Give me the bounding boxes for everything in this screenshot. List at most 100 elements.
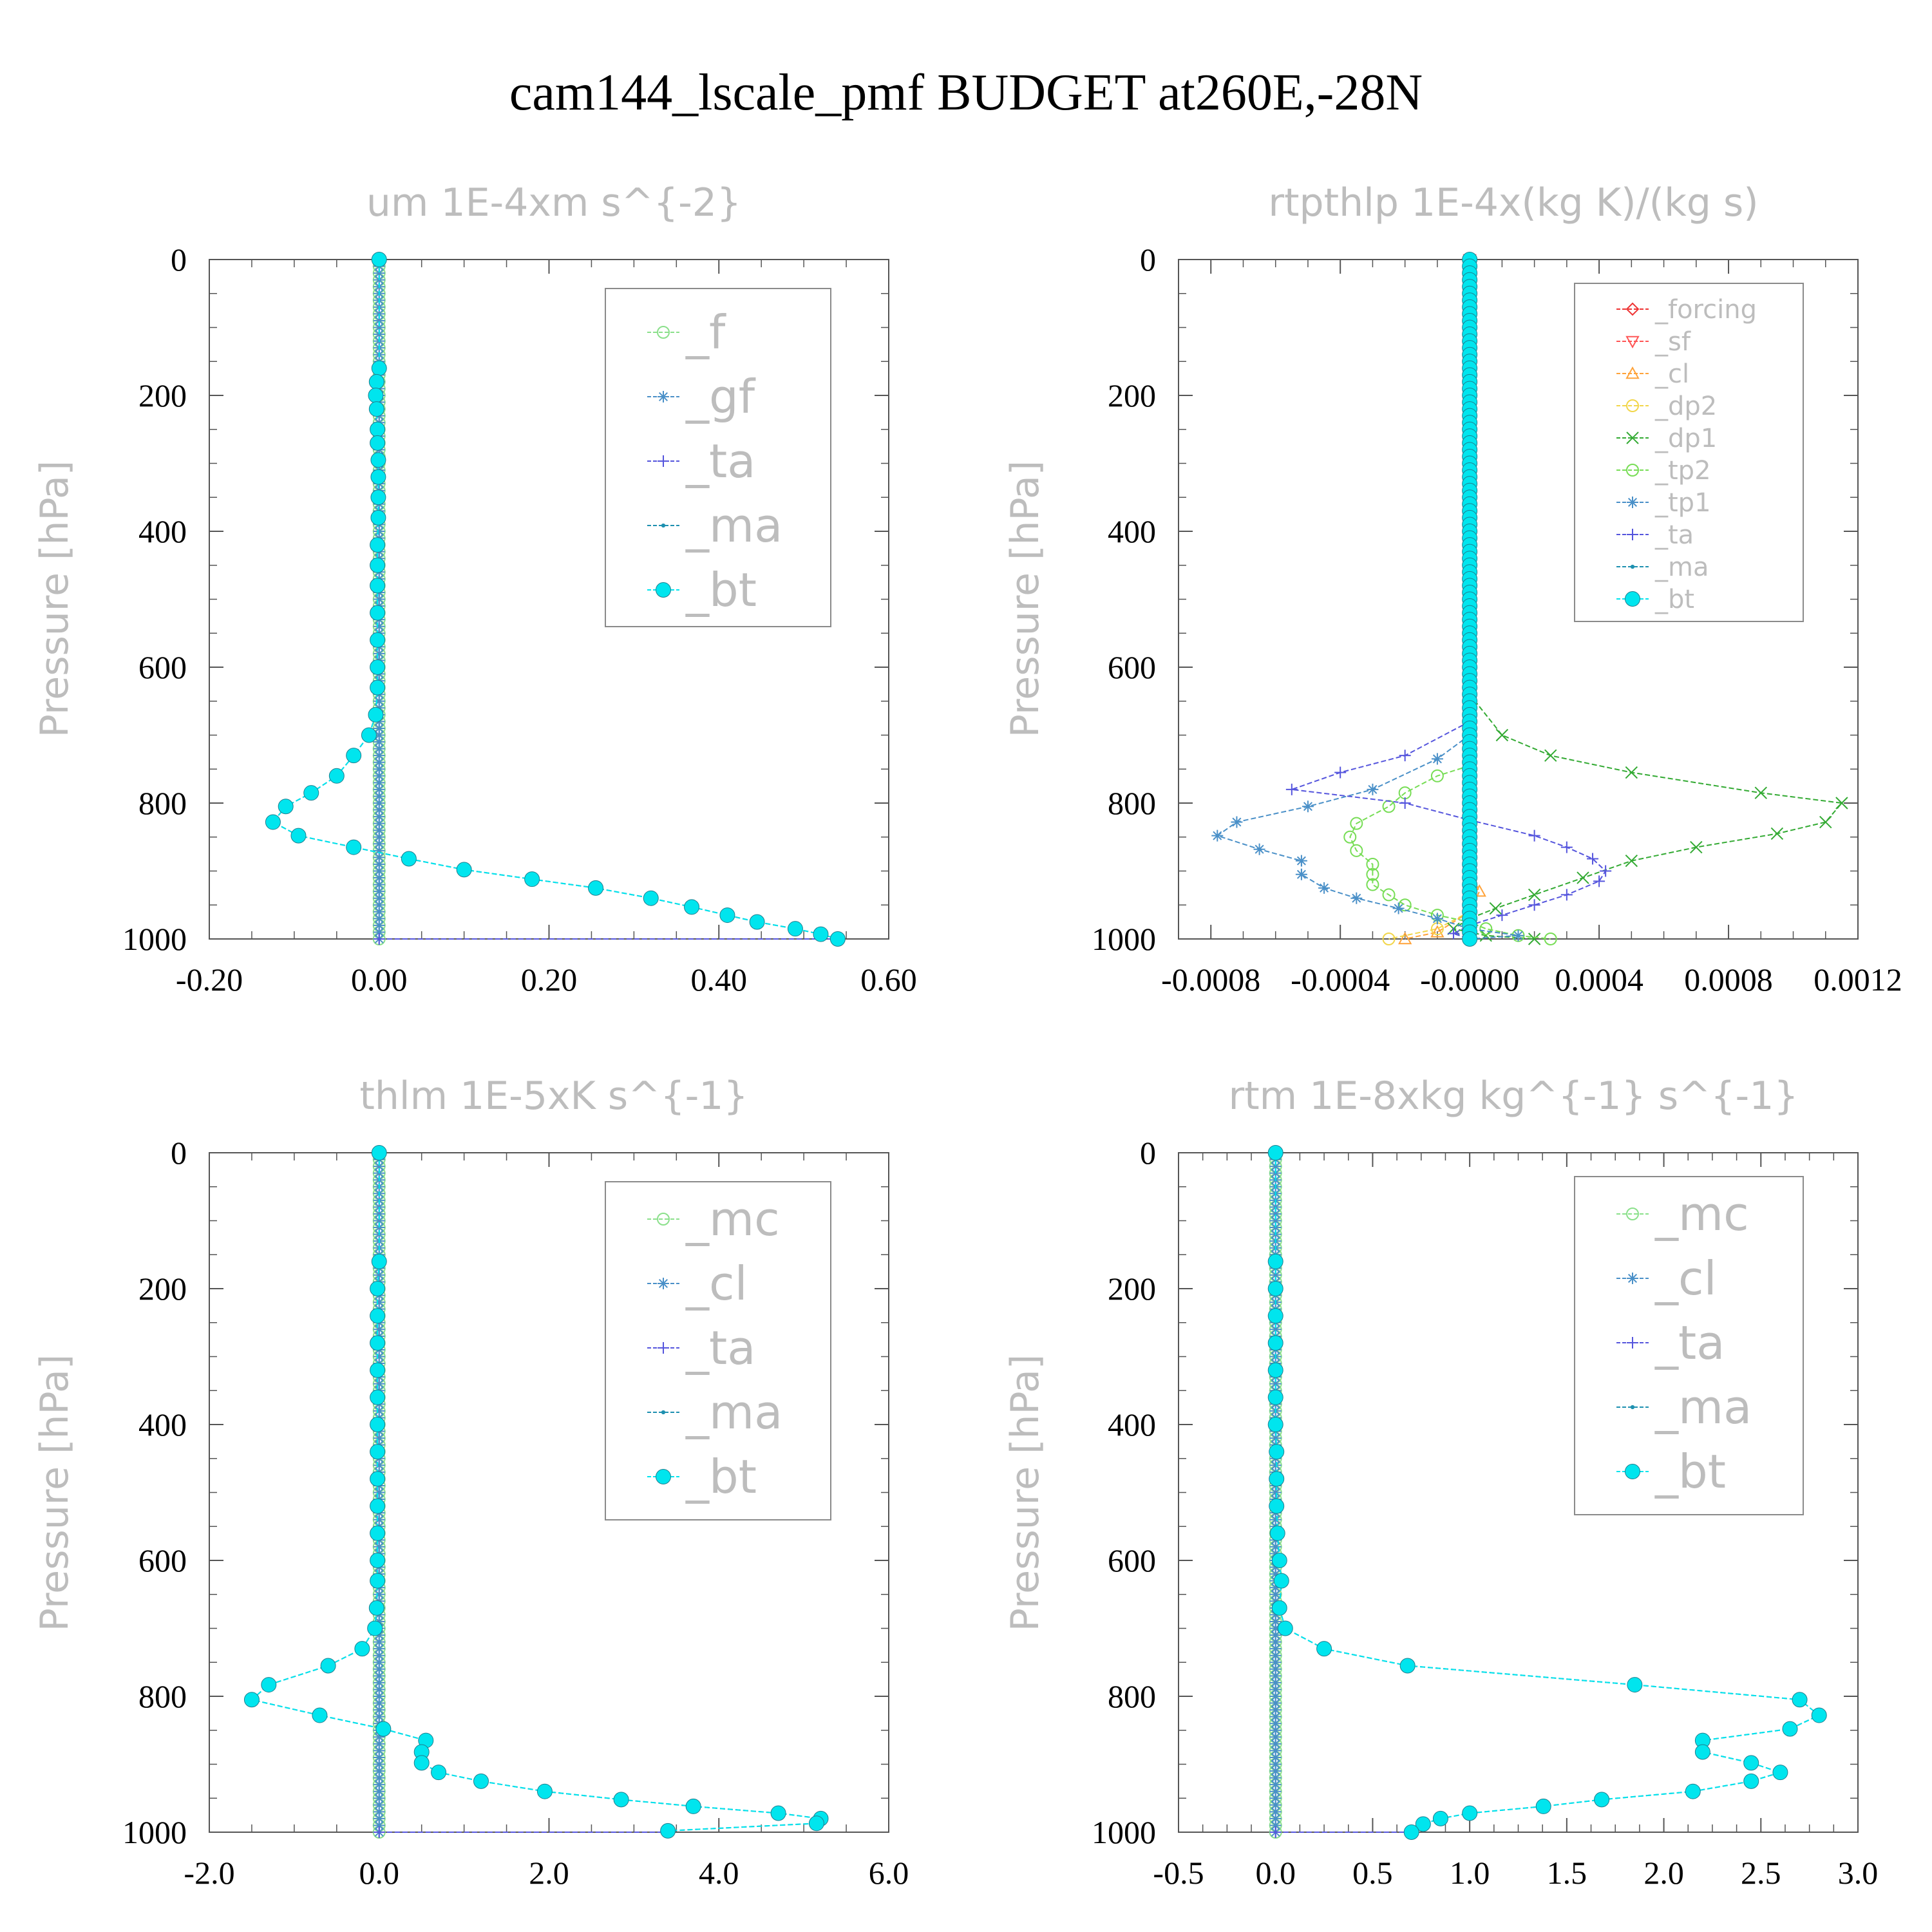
data-point [370,679,386,696]
data-point [278,799,294,815]
panel-title: rtm 1E-8xkg kg^{-1} s^{-1} [1228,1074,1798,1119]
data-point [1269,1643,1282,1655]
data-point [373,695,385,707]
x-tick-label: 3.0 [1838,1855,1879,1891]
legend-marker [656,1469,671,1484]
data-point [1267,1362,1283,1378]
data-point [373,593,385,605]
legend-label: _ta [685,1321,755,1375]
data-point [373,858,385,870]
data-point [320,1658,336,1674]
data-point [1269,1649,1282,1662]
legend-label: _gf [685,370,756,424]
data-point [370,537,386,553]
series-bt [265,252,846,947]
y-tick-label: 200 [138,377,187,413]
legend-marker [661,1410,666,1415]
data-point [1267,1253,1283,1269]
data-point [1685,1783,1701,1799]
data-point [1269,1704,1282,1716]
legend-marker [1626,431,1639,444]
data-point [375,1721,392,1737]
legend-marker [657,326,670,339]
x-tick-label: 1.0 [1450,1855,1490,1891]
data-point [1392,902,1405,914]
data-point [373,1643,385,1655]
data-point [413,1755,430,1771]
data-point [373,1405,385,1417]
data-point [1535,1798,1551,1814]
legend-label: _dp1 [1654,424,1717,453]
legend-label: _mc [1654,1187,1749,1241]
data-point [373,328,385,341]
data-point [1625,854,1638,867]
data-point [524,871,540,887]
x-tick-label: 0.40 [691,961,748,998]
y-tick-label: 800 [138,785,187,821]
legend-item: _cl [1616,1251,1717,1305]
data-point [373,797,385,809]
legend-box [1574,1176,1804,1515]
data-point [373,526,385,537]
data-point [373,1269,385,1281]
data-point [370,1389,386,1405]
data-point [1269,1548,1282,1560]
data-point [684,899,700,915]
legend-marker [658,455,669,467]
data-point [1350,844,1363,857]
legend-marker [1625,1464,1640,1479]
data-point [1350,817,1363,830]
legend-item: _ta [1616,1316,1725,1370]
data-point [1269,1432,1282,1444]
data-point [373,770,385,782]
data-point [1285,783,1298,795]
data-point [1277,1620,1293,1636]
legend-item: _gf [647,370,756,424]
data-point [1269,1690,1282,1702]
x-tick-label: 0.0 [1255,1855,1296,1891]
series-tp2 [1343,759,1557,945]
data-point [1479,922,1493,936]
data-point [1295,868,1307,880]
data-point [373,756,385,768]
panel-title: rtpthlp 1E-4x(kg K)/(kg s) [1268,180,1758,225]
data-point [1269,1819,1282,1832]
data-point [373,1459,385,1472]
legend-item: _sf [1616,327,1691,357]
series-line [1216,734,1519,940]
data-point [1627,1677,1643,1693]
data-point [1269,1656,1282,1669]
data-point [346,748,362,764]
data-point [1267,1417,1283,1432]
data-point [685,1798,701,1814]
legend-item: _bt [1616,1444,1726,1499]
data-point [1431,913,1443,925]
data-point [373,824,385,837]
data-point [290,828,307,844]
x-tick-label: 0.5 [1352,1855,1393,1891]
data-point [370,469,386,485]
data-point [1211,829,1224,842]
legend-item: _ma [1616,553,1709,582]
data-point [354,1641,370,1657]
data-point [373,865,385,877]
data-point [373,1772,385,1784]
data-point [373,1758,385,1770]
data-point [373,1208,385,1220]
legend-label: _ta [1654,520,1694,550]
data-point [371,252,387,267]
series-bt [243,1145,829,1839]
data-point [370,659,386,675]
data-point [1382,933,1396,945]
data-point [373,844,385,857]
data-point [1269,1636,1282,1648]
data-point [373,811,385,823]
data-point [1462,931,1478,947]
legend-marker [1630,1405,1635,1410]
legend-label: _ma [1654,1380,1752,1434]
data-point [1367,783,1379,795]
data-point [370,435,386,451]
x-tick-label: 0.0004 [1555,961,1643,998]
panel-2: rtpthlp 1E-4x(kg K)/(kg s) Pressure [hPa]… [1003,180,1902,998]
x-tick-label: -0.5 [1153,1855,1204,1891]
